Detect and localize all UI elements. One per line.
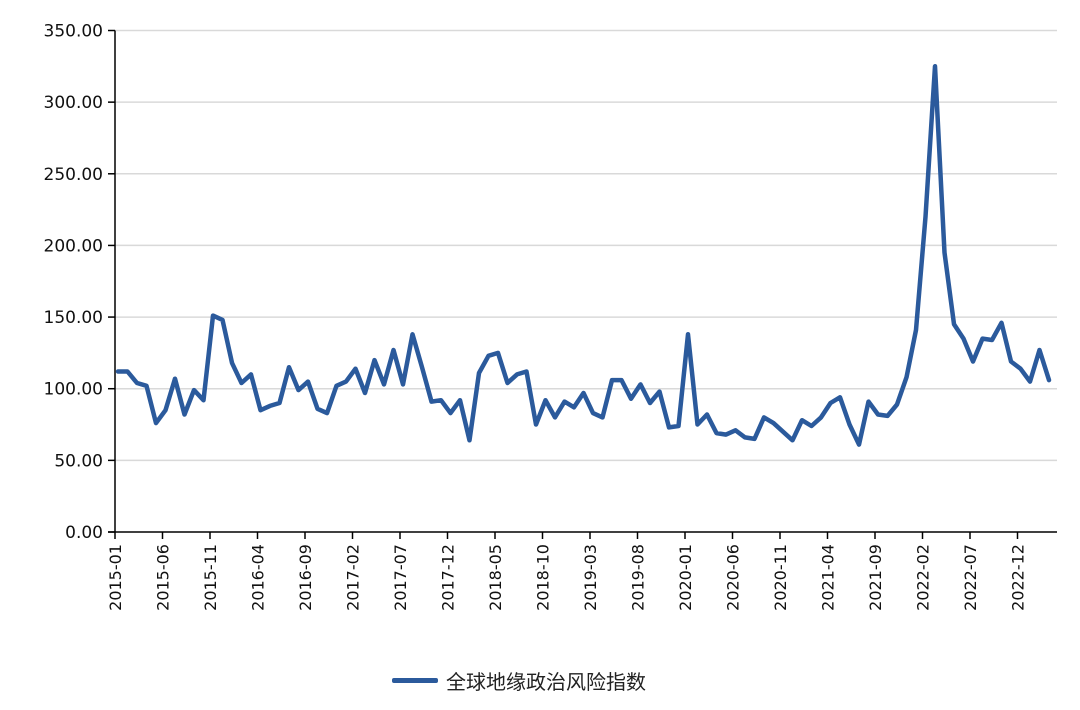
x-tick-label: 2017-07 xyxy=(391,544,410,611)
x-tick-label: 2022-02 xyxy=(914,544,933,611)
x-tick-label: 2022-07 xyxy=(961,544,980,611)
x-tick-label: 2016-04 xyxy=(249,544,268,611)
legend-label: 全球地缘政治风险指数 xyxy=(446,670,646,694)
y-tick-label: 200.00 xyxy=(44,236,103,256)
y-tick-label: 350.00 xyxy=(44,22,103,42)
y-tick-label: 100.00 xyxy=(44,380,103,400)
y-tick-label: 300.00 xyxy=(44,93,103,113)
x-tick-label: 2020-01 xyxy=(676,544,695,611)
x-tick-label: 2020-06 xyxy=(724,544,743,611)
x-axis: 2015-01 2015-06 2015-11 2016-04 2016-09 2017-… xyxy=(106,531,1057,611)
x-tick-label: 2015-11 xyxy=(201,544,220,611)
x-tick-label: 2021-04 xyxy=(819,544,838,611)
y-tick-label: 150.00 xyxy=(44,308,103,328)
y-tick-label: 0.00 xyxy=(65,523,103,543)
x-tick-label: 2015-06 xyxy=(154,544,173,611)
y-tick-label: 50.00 xyxy=(54,451,103,471)
x-tick-label: 2019-08 xyxy=(629,544,648,611)
series-line xyxy=(115,64,1052,447)
x-tick-label: 2017-02 xyxy=(344,544,363,611)
gridlines xyxy=(115,29,1057,462)
x-tick-label: 2015-01 xyxy=(106,544,125,611)
x-tick-label: 2018-10 xyxy=(534,544,553,611)
x-tick-label: 2017-12 xyxy=(439,544,458,611)
x-tick-label: 2020-11 xyxy=(771,544,790,611)
y-tick-label: 250.00 xyxy=(44,165,103,185)
legend: 全球地缘政治风险指数 xyxy=(392,666,646,695)
x-tick-label: 2022-12 xyxy=(1009,544,1028,611)
line-chart: 0.00 50.00 100.00 150.00 200.00 250.00 300.00 3… xyxy=(44,22,1057,611)
x-tick-label: 2019-03 xyxy=(581,544,600,611)
legend-swatch-icon xyxy=(392,678,438,683)
x-tick-label: 2016-09 xyxy=(296,544,315,611)
y-axis: 0.00 50.00 100.00 150.00 200.00 250.00 300.00 3… xyxy=(44,22,116,543)
x-tick-label: 2018-05 xyxy=(486,544,505,611)
x-tick-label: 2021-09 xyxy=(866,544,885,611)
